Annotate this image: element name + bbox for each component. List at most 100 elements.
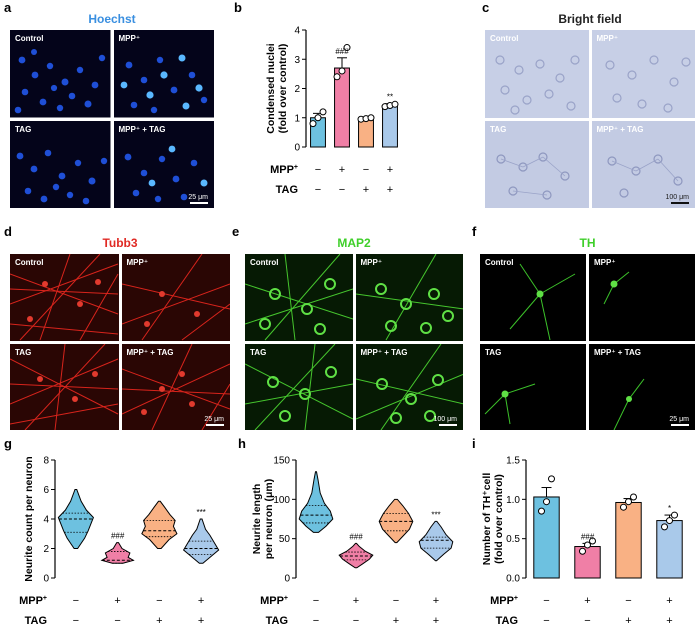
hoechst-tag: TAG [10, 120, 111, 208]
data-point [391, 100, 399, 108]
y-axis-label: Neurite length [251, 484, 263, 555]
y-tick-label: 0 [284, 574, 290, 585]
map2-label-control: Control [250, 258, 279, 267]
panel-label-d: d [4, 224, 12, 239]
significance-label: ### [581, 532, 595, 541]
y-axis-label: Neurite count per neuron [23, 456, 35, 581]
tag-row-label: TAG [496, 615, 518, 627]
y-tick-label: 0.5 [506, 534, 520, 545]
brightfield-title: Bright field [558, 12, 622, 26]
tubb3-scale-bar: 25 μm [204, 416, 224, 426]
y-tick-label: 0 [43, 574, 49, 585]
th-mpp: MPP⁺ [589, 254, 695, 341]
y-tick-label: 1 [294, 113, 300, 124]
data-point [625, 498, 632, 506]
map2-label-mpp-tag: MPP⁺ + TAG [360, 347, 408, 357]
th-label-tag: TAG [485, 347, 502, 357]
data-point [661, 523, 668, 531]
tag-row-label: TAG [266, 615, 288, 627]
tag-sign: − [313, 615, 319, 627]
significance-label: ### [111, 532, 125, 541]
y-axis-label: (fold over control) [277, 44, 289, 134]
y-tick-label: 1.5 [506, 456, 520, 467]
tubb3-mpp-tag: MPP⁺ + TAG 25 μm [121, 343, 230, 430]
y-tick-label: 0.0 [506, 574, 520, 585]
tubb3-label-mpp: MPP⁺ [126, 258, 149, 267]
violin-MPP+ [100, 542, 135, 564]
data-point [333, 73, 341, 81]
brightfield-tag: TAG [485, 120, 589, 208]
significance-label: *** [431, 510, 440, 519]
y-axis-label: per neuron (μm) [263, 479, 275, 560]
y-tick-label: 1.0 [506, 495, 520, 506]
data-point [620, 503, 627, 511]
map2-label-tag: TAG [250, 347, 267, 357]
y-axis-label: Number of TH⁺cell [481, 473, 493, 566]
mpp-sign: + [114, 595, 120, 607]
brightfield-label-mpp: MPP⁺ [596, 34, 619, 43]
hoechst-label-tag: TAG [15, 124, 32, 134]
tag-sign: − [339, 184, 345, 196]
th-label-mpp-tag: MPP⁺ + TAG [594, 347, 641, 357]
mpp-sign: + [339, 164, 345, 176]
brightfield-mpp-tag: MPP⁺ + TAG 100 μm [591, 120, 695, 208]
mpp-sign: − [625, 595, 631, 607]
tag-sign: − [114, 615, 120, 627]
tubb3-mpp: MPP⁺ [121, 254, 230, 341]
mpp-sign: − [393, 595, 399, 607]
panel-label-e: e [232, 224, 240, 239]
mpp-row-label: MPP+ [19, 595, 47, 607]
tubb3-label-control: Control [15, 258, 44, 267]
y-tick-label: 100 [273, 495, 290, 506]
mpp-sign: + [387, 164, 393, 176]
hoechst-title: Hoechst [88, 12, 136, 26]
chart-th-cells: 0.0 0.5 1.0 1.5 Number of TH⁺cell (fold over … [481, 456, 683, 627]
mpp-sign: − [313, 595, 319, 607]
tag-sign: + [625, 615, 631, 627]
y-tick-label: 2 [294, 84, 300, 95]
hoechst-label-mpp-tag: MPP⁺ + TAG [118, 124, 166, 134]
tag-sign: − [584, 615, 590, 627]
chart-neurite-count: 0 2 4 6 8 Neurite count per neuron ### *** MPP+ T… [19, 456, 220, 627]
tubb3-micrograph: Control MPP⁺ TAG MPP⁺ + TAG 25 μm [10, 254, 230, 430]
th-tag: TAG [480, 343, 586, 430]
y-tick-label: 150 [273, 456, 290, 467]
brightfield-label-control: Control [490, 34, 519, 43]
tag-sign: + [363, 184, 369, 196]
mpp-sign: + [666, 595, 672, 607]
mpp-sign: − [73, 595, 79, 607]
chart-condensed-nuclei: 0 1 2 3 4 Condensed nuclei (fold over control)… [265, 26, 399, 196]
mpp-row-label: MPP+ [260, 595, 288, 607]
hoechst-mpp-tag: MPP⁺ + TAG 25 μm [113, 120, 214, 208]
panel-label-b: b [234, 0, 242, 15]
panel-label-f: f [472, 224, 477, 239]
mpp-sign: − [543, 595, 549, 607]
tag-sign: − [543, 615, 549, 627]
bar-MPP+ + TAG [382, 104, 398, 148]
hoechst-label-control: Control [15, 34, 44, 43]
brightfield-label-mpp-tag: MPP⁺ + TAG [596, 124, 644, 134]
map2-title: MAP2 [337, 236, 371, 250]
panel-label-g: g [4, 436, 12, 451]
panel-label-i: i [472, 436, 476, 451]
data-point [338, 67, 346, 75]
brightfield-mpp: MPP⁺ [591, 30, 695, 118]
panel-label-h: h [238, 436, 246, 451]
panel-label-c: c [482, 0, 490, 15]
y-tick-label: 2 [43, 544, 49, 555]
y-tick-label: 3 [294, 55, 300, 66]
th-micrograph: Control MPP⁺ TAG MPP⁺ + TAG 25 μm [480, 254, 695, 430]
tag-sign: + [156, 615, 162, 627]
data-point [309, 120, 317, 128]
bar-TAG [615, 501, 642, 579]
hoechst-label-mpp: MPP⁺ [118, 34, 141, 43]
hoechst-mpp: MPP⁺ [113, 30, 214, 118]
violin-TAG [141, 500, 178, 549]
y-axis-label: Condensed nuclei [265, 43, 277, 134]
th-label-mpp: MPP⁺ [594, 258, 616, 267]
data-point [343, 44, 351, 52]
data-point [367, 114, 375, 122]
th-control: Control [480, 254, 586, 341]
tag-sign: + [393, 615, 399, 627]
tag-sign: − [315, 184, 321, 196]
